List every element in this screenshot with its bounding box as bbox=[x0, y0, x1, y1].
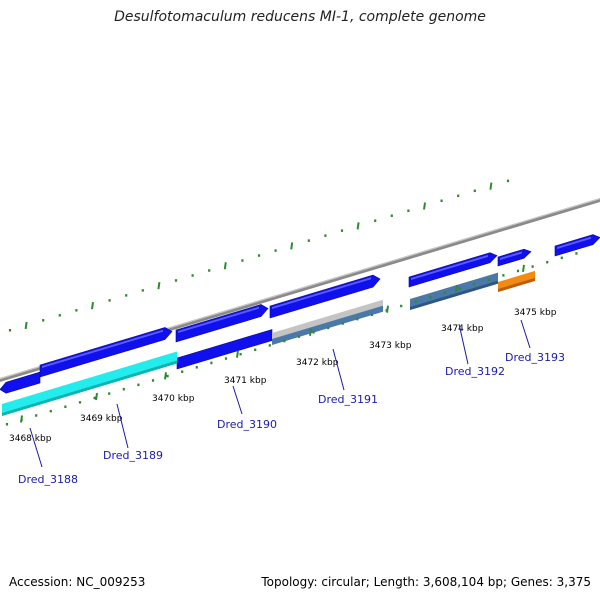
gene-arrow-forward[interactable] bbox=[554, 234, 600, 257]
gene-label-dred-3190[interactable]: Dred_3190 bbox=[217, 418, 277, 431]
gene-shine bbox=[411, 254, 488, 280]
gene-label-dred-3192[interactable]: Dred_3192 bbox=[445, 365, 505, 378]
scale-tick-label: 3475 kbp bbox=[514, 308, 557, 318]
gene-label-dred-3193[interactable]: Dred_3193 bbox=[505, 351, 565, 364]
scale-tick-label: 3472 kbp bbox=[296, 358, 339, 368]
track-dot bbox=[223, 262, 227, 270]
map-title: Desulfotomaculum reducens MI-1, complete… bbox=[114, 9, 486, 25]
major-tick bbox=[20, 415, 23, 423]
major-tick bbox=[386, 305, 389, 313]
gene-arrow-forward[interactable] bbox=[408, 252, 498, 288]
major-tick bbox=[522, 264, 525, 273]
scale-tick-label: 3473 kbp bbox=[369, 341, 412, 351]
gene-features bbox=[0, 234, 600, 416]
scale-tick-label: 3468 kbp bbox=[9, 434, 52, 444]
track-dot bbox=[423, 202, 426, 210]
track-dot bbox=[356, 222, 360, 230]
gene-arrow-forward[interactable] bbox=[269, 274, 381, 319]
feature-dred-3191[interactable] bbox=[272, 305, 383, 345]
label-leader bbox=[332, 348, 345, 391]
gene-shine bbox=[272, 277, 371, 309]
gene-label-dred-3188[interactable]: Dred_3188 bbox=[18, 473, 78, 486]
track-dot bbox=[489, 182, 493, 190]
track-dot bbox=[290, 242, 294, 250]
track-dot bbox=[157, 282, 161, 290]
major-tick bbox=[455, 284, 458, 293]
gene-shine bbox=[500, 251, 522, 260]
upper-position-track bbox=[8, 179, 510, 332]
gene-arrow-forward[interactable] bbox=[497, 248, 532, 267]
label-leader bbox=[458, 323, 469, 365]
major-tick bbox=[164, 372, 167, 380]
major-tick bbox=[309, 328, 312, 336]
label-leader bbox=[116, 403, 129, 449]
genome-summary: Topology: circular; Length: 3,608,104 bp… bbox=[261, 575, 591, 589]
gene-label-dred-3191[interactable]: Dred_3191 bbox=[318, 393, 378, 406]
scale-labels: 3468 kbp 3469 kbp 3470 kbp 3471 kbp 3472 kbp… bbox=[9, 308, 557, 444]
label-leader bbox=[232, 385, 243, 415]
gene-shine bbox=[178, 306, 259, 333]
label-leader bbox=[520, 319, 531, 349]
track-dot bbox=[91, 301, 94, 310]
track-dot bbox=[24, 321, 28, 330]
lower-position-track bbox=[5, 252, 578, 426]
accession-text: Accession: NC_009253 bbox=[9, 575, 146, 589]
gene-label-dred-3189[interactable]: Dred_3189 bbox=[103, 449, 163, 462]
feature-shadow bbox=[2, 360, 177, 416]
gene-arrow-forward[interactable] bbox=[175, 304, 269, 343]
major-tick bbox=[236, 350, 239, 358]
feature-shadow bbox=[498, 277, 535, 292]
scale-tick-label: 3474 kbp bbox=[441, 324, 484, 334]
feature-shadow bbox=[410, 280, 498, 310]
major-tick bbox=[95, 392, 98, 401]
label-leader bbox=[29, 427, 43, 468]
gene-labels: Dred_3188 Dred_3189 Dred_3190 Dred_3191 Dred… bbox=[18, 319, 565, 486]
gene-shine bbox=[42, 329, 163, 368]
scale-tick-label: 3471 kbp bbox=[224, 376, 267, 386]
gene-shine bbox=[557, 236, 591, 249]
gene-arrow-reverse[interactable] bbox=[0, 371, 41, 394]
scale-tick-label: 3470 kbp bbox=[152, 394, 195, 404]
scale-tick-label: 3469 kbp bbox=[80, 414, 123, 424]
